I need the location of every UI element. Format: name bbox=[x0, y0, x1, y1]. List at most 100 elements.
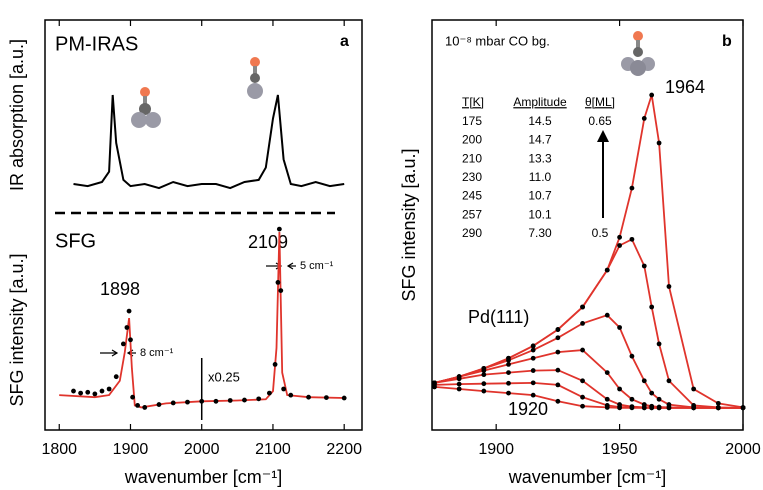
data-point bbox=[506, 362, 511, 367]
table-header: θ[ML] bbox=[585, 95, 615, 109]
data-point bbox=[227, 398, 233, 403]
data-point bbox=[126, 308, 132, 314]
x-tick-label: 2100 bbox=[255, 441, 291, 458]
data-point bbox=[641, 378, 647, 384]
table-cell: 10.1 bbox=[528, 207, 552, 221]
data-point bbox=[649, 390, 655, 396]
data-point bbox=[506, 380, 511, 386]
table-cell: 14.5 bbox=[528, 114, 552, 128]
data-point bbox=[555, 398, 561, 404]
table-cell: 210 bbox=[462, 151, 482, 165]
data-point bbox=[276, 226, 282, 232]
data-point bbox=[629, 396, 635, 402]
data-point bbox=[272, 362, 278, 367]
coverage-arrow bbox=[597, 130, 609, 218]
data-point bbox=[124, 325, 130, 330]
data-point bbox=[142, 405, 148, 410]
y-axis-label: IR absorption [a.u.] bbox=[7, 39, 27, 191]
data-point bbox=[617, 386, 622, 392]
data-point bbox=[656, 140, 662, 146]
table-cell: 10.7 bbox=[528, 189, 552, 203]
data-point bbox=[506, 370, 511, 375]
data-point bbox=[555, 367, 561, 373]
data-point bbox=[666, 405, 672, 411]
data-point bbox=[530, 392, 536, 398]
data-point bbox=[130, 394, 136, 400]
y-axis-label: SFG intensity [a.u.] bbox=[399, 148, 419, 301]
data-point bbox=[617, 405, 622, 411]
data-point bbox=[256, 396, 262, 402]
data-point bbox=[199, 398, 205, 404]
data-point bbox=[456, 376, 462, 382]
x-tick-label: 2200 bbox=[326, 441, 362, 458]
table-cell: 245 bbox=[462, 189, 482, 203]
data-point bbox=[242, 397, 247, 403]
panel-title: PM-IRAS bbox=[55, 33, 138, 55]
data-point bbox=[617, 243, 622, 248]
data-point bbox=[656, 405, 662, 411]
table-cell: 200 bbox=[462, 133, 482, 147]
x-axis-label: wavenumber [cm⁻¹] bbox=[124, 467, 283, 487]
annotation: Pd(111) bbox=[468, 307, 529, 327]
table-cell: 230 bbox=[462, 170, 482, 184]
data-point bbox=[456, 381, 462, 387]
table-cell: 290 bbox=[462, 226, 482, 240]
data-point bbox=[580, 403, 585, 409]
molecule-top-b bbox=[621, 31, 655, 76]
spectrum-line bbox=[73, 94, 345, 190]
data-point bbox=[656, 396, 662, 402]
annotation: x0.25 bbox=[208, 369, 240, 384]
spectrum-line bbox=[434, 381, 743, 409]
data-point bbox=[530, 380, 536, 386]
panel-label: a bbox=[340, 33, 349, 50]
data-point bbox=[691, 405, 697, 411]
data-point bbox=[288, 392, 294, 398]
data-point bbox=[78, 390, 84, 396]
annotation: 1920 bbox=[508, 399, 548, 419]
data-point bbox=[278, 288, 284, 293]
data-point bbox=[306, 394, 311, 400]
table-cell: 11.0 bbox=[529, 170, 552, 184]
data-point bbox=[715, 405, 721, 411]
data-point bbox=[604, 405, 610, 410]
table-cell: 14.7 bbox=[528, 133, 552, 147]
data-point bbox=[85, 389, 91, 395]
data-point bbox=[170, 400, 176, 406]
data-point bbox=[456, 386, 462, 392]
spectrum-line bbox=[59, 231, 345, 409]
data-point bbox=[649, 304, 655, 310]
spectrum-line bbox=[434, 314, 743, 409]
data-point bbox=[530, 368, 536, 373]
data-point bbox=[341, 395, 347, 401]
data-point bbox=[71, 388, 76, 394]
data-point bbox=[135, 403, 141, 408]
panel-label: b bbox=[722, 33, 732, 50]
data-point bbox=[629, 353, 635, 359]
annotation: 8 cm⁻¹ bbox=[140, 347, 174, 359]
data-point bbox=[641, 263, 647, 269]
data-point bbox=[481, 388, 487, 394]
x-axis-label: wavenumber [cm⁻¹] bbox=[508, 467, 667, 487]
x-tick-label: 2000 bbox=[725, 441, 761, 458]
data-point bbox=[185, 399, 190, 405]
data-point bbox=[580, 304, 585, 310]
x-tick-label: 1900 bbox=[113, 441, 149, 458]
table-cell: 257 bbox=[462, 207, 482, 221]
plot-frame bbox=[431, 19, 744, 431]
y-axis-label: SFG intensity [a.u.] bbox=[7, 253, 27, 406]
spectrum-line bbox=[434, 369, 743, 409]
annotation: 1964 bbox=[665, 77, 705, 97]
data-point bbox=[649, 405, 655, 411]
data-point bbox=[629, 405, 635, 411]
data-point bbox=[156, 402, 162, 407]
x-tick-label: 1900 bbox=[478, 441, 514, 458]
table-header: Amplitude bbox=[513, 95, 567, 109]
data-point bbox=[666, 284, 672, 289]
data-point bbox=[281, 386, 287, 392]
data-point bbox=[213, 398, 219, 404]
data-point bbox=[266, 390, 272, 396]
data-point bbox=[580, 378, 585, 384]
data-point bbox=[580, 321, 585, 326]
data-point bbox=[481, 381, 487, 387]
